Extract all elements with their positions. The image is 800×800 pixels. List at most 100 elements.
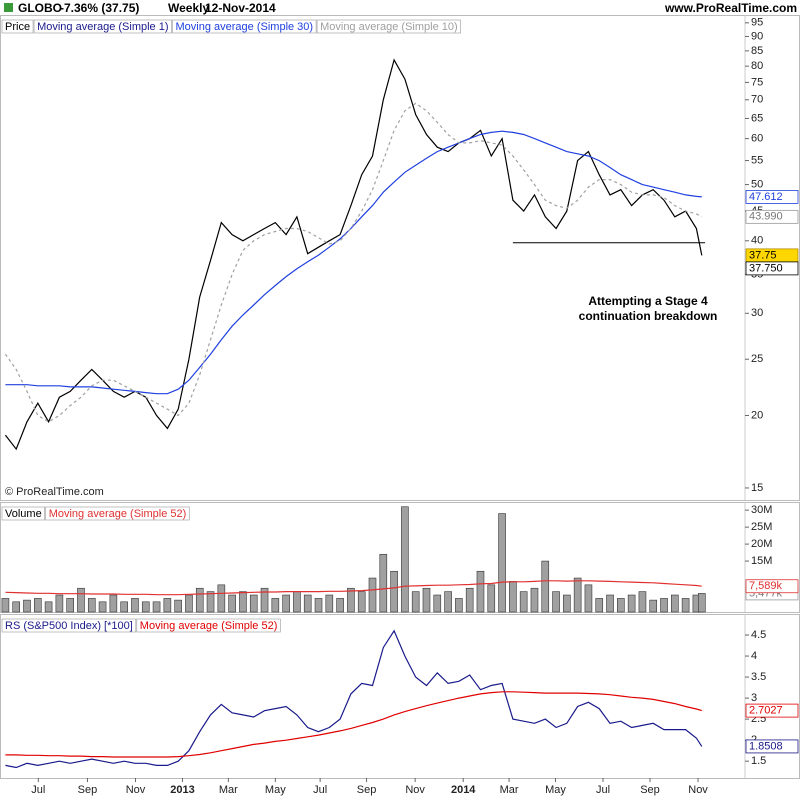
volume-bar — [390, 570, 398, 613]
volume-bar — [131, 598, 139, 613]
volume-bar — [649, 599, 658, 613]
symbol-icon — [4, 3, 13, 12]
volume-bar — [109, 594, 118, 613]
legend-box — [1, 618, 137, 633]
legend-entry: Moving average (Simple 52) — [140, 620, 278, 632]
y-tick-label: 20 — [751, 409, 763, 421]
volume-bar — [681, 598, 690, 613]
x-tick-label: Jul — [596, 784, 610, 796]
last-value-label: 47.612 — [749, 191, 783, 203]
legend-box — [1, 506, 46, 521]
volume-bar — [465, 587, 474, 613]
x-tick-label: Nov — [405, 784, 425, 796]
volume-bar — [249, 594, 258, 613]
change: -7.36% (37.75) — [60, 1, 139, 15]
last-value-label: 43.990 — [749, 211, 783, 223]
y-tick-label: 65 — [751, 112, 763, 124]
legend-entry: Price — [5, 21, 30, 33]
last-value-label: 7,589k — [749, 580, 783, 592]
site: www.ProRealTime.com — [664, 1, 797, 15]
volume-bar — [33, 598, 42, 613]
x-tick-label: Nov — [126, 784, 146, 796]
legend-box — [316, 19, 461, 34]
x-tick-label: Mar — [219, 784, 238, 796]
x-tick-label: Sep — [357, 784, 377, 796]
last-value-label: 37.750 — [749, 262, 783, 274]
volume-bar — [509, 581, 517, 613]
plot-area — [4, 58, 703, 451]
volume-bar — [325, 594, 334, 613]
last-value-label: 37.75 — [749, 249, 777, 261]
volume-bar — [595, 598, 604, 613]
volume-bar — [1, 598, 10, 613]
last-value-label: 2.7027 — [749, 705, 783, 717]
volume-bar — [120, 601, 128, 613]
legend-entry: Moving average (Simple 10) — [320, 21, 458, 33]
x-tick-label: Sep — [640, 784, 660, 796]
volume-bar — [336, 598, 344, 613]
volume-bar — [476, 570, 485, 613]
legend-entry: Moving average (Simple 1) — [37, 21, 168, 33]
x-tick-label: May — [265, 784, 286, 796]
y-tick-label: 30M — [751, 504, 772, 516]
volume-bar — [12, 601, 20, 613]
y-tick-label: 4 — [751, 650, 757, 662]
volume-bar — [530, 587, 539, 613]
legend-entry: RS (S&P500 Index) [*100] — [5, 620, 133, 632]
volume-bar — [638, 591, 647, 613]
volume-bar — [617, 598, 625, 613]
y-tick-label: 4.5 — [751, 629, 766, 641]
last-value-box — [745, 739, 799, 754]
volume-bar — [141, 601, 150, 613]
legend-entry: Moving average (Simple 30) — [176, 21, 314, 33]
y-tick-label: 25 — [751, 353, 763, 365]
y-tick-label: 80 — [751, 60, 763, 72]
last-value-box — [745, 190, 799, 204]
y-tick-label: 60 — [751, 133, 763, 145]
volume-bar — [314, 598, 323, 613]
volume-bar — [379, 553, 388, 613]
copyright: © ProRealTime.com — [5, 486, 104, 498]
x-tick-label: 2014 — [451, 784, 476, 796]
y-tick-label: 20M — [751, 538, 772, 550]
volume-bar — [541, 560, 550, 613]
series-line — [5, 691, 702, 758]
y-tick-label: 40 — [751, 235, 763, 247]
volume-bar — [87, 598, 96, 613]
volume-bar — [455, 598, 463, 613]
series-line — [5, 629, 703, 769]
symbol: GLOBO — [18, 1, 62, 15]
volume-bar — [293, 591, 301, 613]
annotation: continuation breakdown — [579, 309, 718, 323]
volume-bar — [411, 591, 420, 613]
volume-bar — [584, 584, 593, 613]
volume-bar — [217, 584, 226, 613]
legend-entry: Volume — [5, 508, 42, 520]
volume-bar — [77, 587, 85, 613]
volume-bar — [174, 599, 182, 613]
y-tick-label: 50 — [751, 178, 763, 190]
volume-bar — [606, 594, 614, 613]
y-tick-label: 15 — [751, 482, 763, 494]
y-tick-label: 70 — [751, 94, 763, 106]
x-tick-label: Nov — [688, 784, 708, 796]
volume-bar — [185, 594, 193, 613]
volume-bar — [498, 513, 506, 613]
volume-bar — [347, 587, 355, 613]
legend-box — [172, 19, 317, 34]
volume-bar — [271, 598, 280, 613]
x-tick-label: May — [545, 784, 566, 796]
y-tick-label: 95 — [751, 17, 763, 29]
volume-bar — [368, 577, 377, 613]
legend-box — [33, 19, 172, 34]
x-tick-label: Sep — [78, 784, 98, 796]
series-line — [4, 58, 703, 451]
plot-area — [1, 506, 706, 613]
volume-bar — [66, 598, 74, 613]
last-value-box — [745, 579, 799, 594]
series-line — [5, 130, 702, 395]
volume-bar — [573, 577, 582, 613]
series-line — [4, 102, 703, 423]
plot-area — [5, 629, 703, 769]
